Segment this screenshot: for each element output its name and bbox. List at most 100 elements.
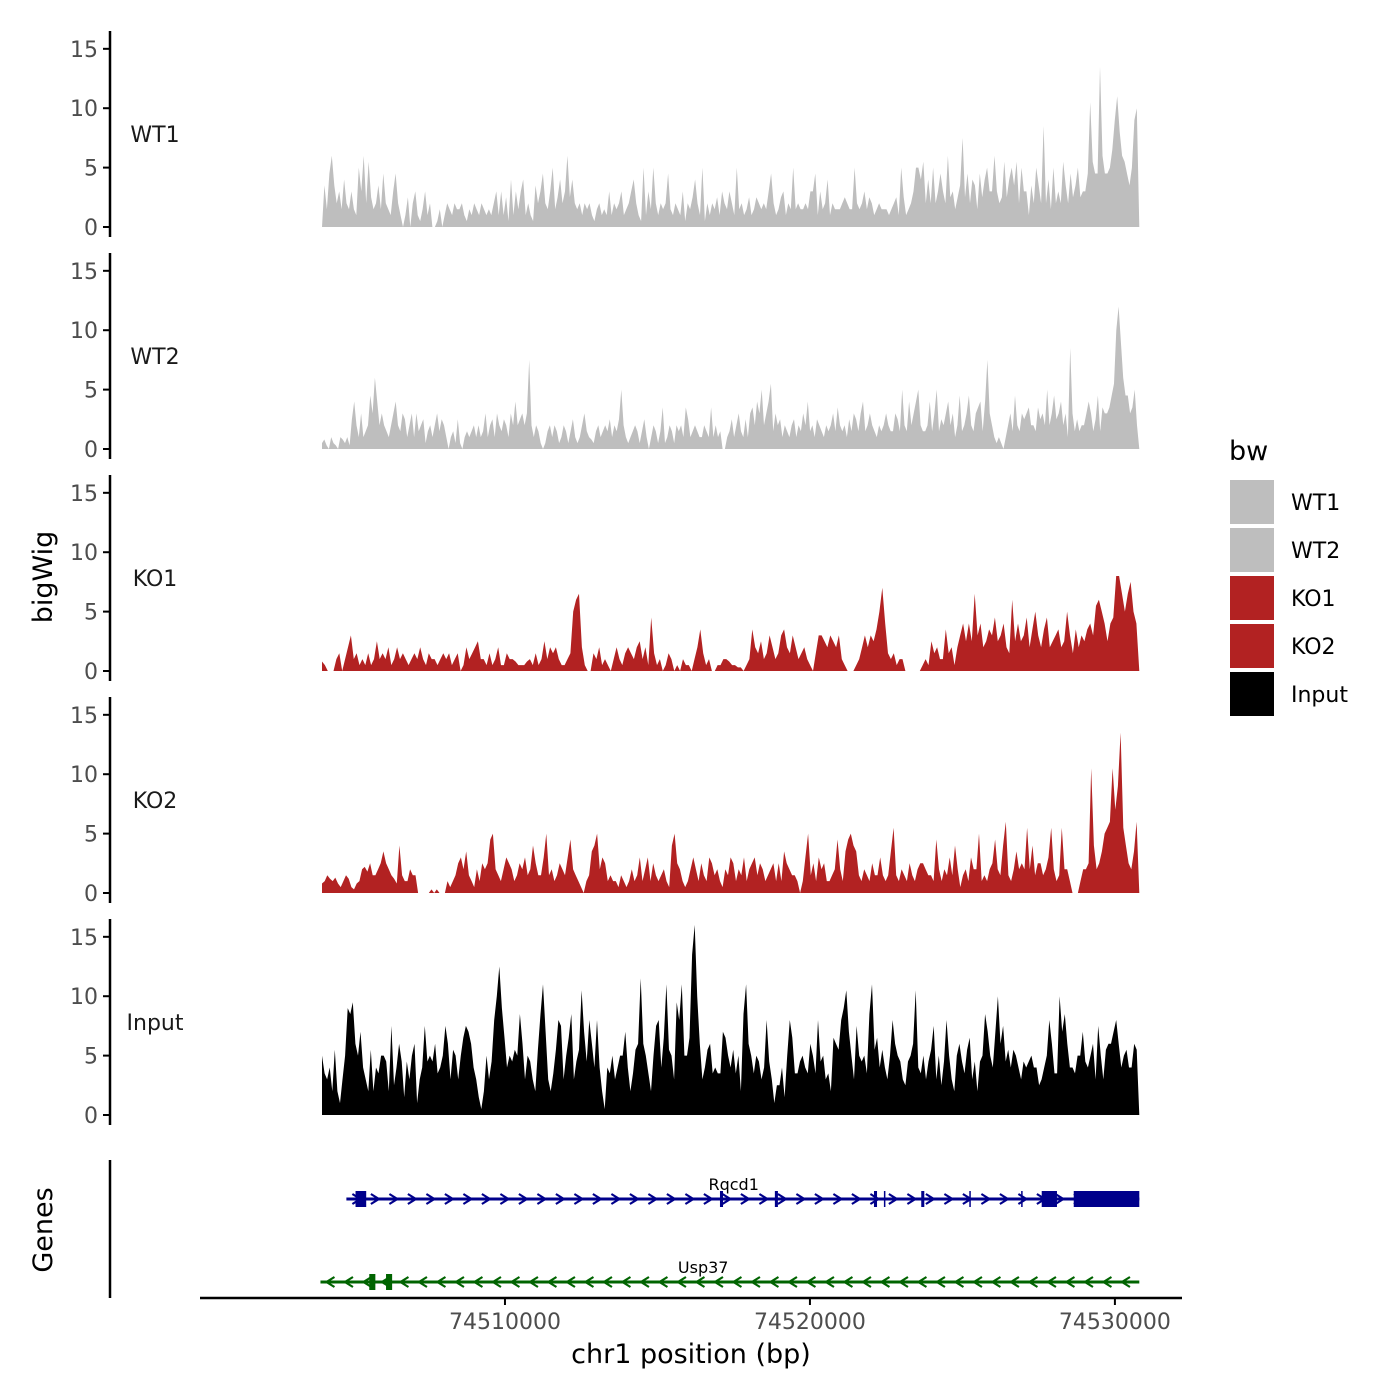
strand-chevron <box>897 1276 909 1288</box>
strand-chevron <box>795 1193 807 1205</box>
strand-chevron <box>564 1276 576 1288</box>
exon <box>719 1191 724 1207</box>
strand-chevron <box>388 1193 400 1205</box>
y-tick-label: 5 <box>84 1045 98 1070</box>
x-tick-label: 74520000 <box>754 1310 866 1335</box>
area-input <box>322 924 1140 1115</box>
y-tick-label: 5 <box>84 601 98 626</box>
strand-chevron <box>481 1193 492 1205</box>
strand-chevron <box>527 1276 539 1288</box>
area-wt1 <box>322 66 1140 227</box>
strand-chevron <box>777 1193 788 1205</box>
exon <box>355 1191 367 1207</box>
strand-chevron <box>462 1193 474 1205</box>
track-label-ko1: KO1 <box>133 567 178 592</box>
strand-chevron <box>860 1276 872 1288</box>
track-label-wt1: WT1 <box>130 123 179 148</box>
strand-chevron <box>731 1276 743 1288</box>
y-axis-title: bigWig <box>28 531 59 624</box>
strand-chevron <box>990 1276 1002 1288</box>
y-tick-label: 10 <box>70 97 98 122</box>
strand-chevron <box>869 1193 881 1205</box>
strand-chevron <box>749 1276 761 1288</box>
exon <box>369 1274 376 1290</box>
strand-chevron <box>712 1276 724 1288</box>
strand-chevron <box>805 1276 817 1288</box>
strand-chevron <box>980 1193 992 1205</box>
area-wt2 <box>322 306 1140 449</box>
y-tick-label: 10 <box>70 541 98 566</box>
genes-axis-title: Genes <box>28 1187 59 1272</box>
exon <box>921 1191 925 1207</box>
strand-chevron <box>675 1276 687 1288</box>
strand-chevron <box>1027 1276 1039 1288</box>
strand-chevron <box>971 1276 983 1288</box>
strand-chevron <box>638 1276 650 1288</box>
y-tick-label: 15 <box>70 704 98 729</box>
strand-chevron <box>425 1193 437 1205</box>
strand-chevron <box>721 1193 733 1205</box>
y-tick-label: 0 <box>84 438 98 463</box>
strand-chevron <box>499 1193 511 1205</box>
panel-ko2: 0 5 10 15 KO2 <box>70 697 1140 907</box>
track-label-input: Input <box>127 1011 184 1036</box>
strand-chevron <box>620 1276 632 1288</box>
panel-wt2: 0 5 10 15 WT2 <box>70 253 1140 463</box>
strand-chevron <box>758 1193 770 1205</box>
strand-chevron <box>1045 1276 1057 1288</box>
strand-chevron <box>1119 1276 1131 1288</box>
strand-chevron <box>823 1276 835 1288</box>
strand-chevron <box>934 1276 946 1288</box>
strand-chevron <box>472 1276 484 1288</box>
legend-label-ko1: KO1 <box>1291 587 1336 612</box>
strand-chevron <box>453 1276 465 1288</box>
gene-rqcd1: Rqcd1 <box>346 1175 1140 1207</box>
legend-label-input: Input <box>1291 683 1348 708</box>
legend-key-wt2 <box>1230 528 1274 572</box>
strand-chevron <box>786 1276 798 1288</box>
strand-chevron <box>943 1193 955 1205</box>
strand-chevron <box>768 1276 780 1288</box>
strand-chevron <box>925 1193 936 1205</box>
strand-chevron <box>601 1276 613 1288</box>
strand-chevron <box>573 1193 585 1205</box>
strand-chevron <box>1064 1276 1076 1288</box>
y-tick-label: 15 <box>70 38 98 63</box>
y-tick-label: 0 <box>84 1104 98 1129</box>
strand-chevron <box>361 1276 373 1288</box>
legend-key-ko2 <box>1230 624 1274 668</box>
y-tick-label: 5 <box>84 379 98 404</box>
strand-chevron <box>694 1276 706 1288</box>
strand-chevron <box>407 1193 418 1205</box>
strand-chevron <box>435 1276 447 1288</box>
y-tick-label: 5 <box>84 823 98 848</box>
genes-panel: Rqcd1 Usp37 <box>108 1160 1140 1298</box>
strand-chevron <box>1101 1276 1113 1288</box>
legend-label-wt1: WT1 <box>1291 491 1340 516</box>
strand-chevron <box>610 1193 622 1205</box>
strand-chevron <box>490 1276 502 1288</box>
strand-chevron <box>962 1193 973 1205</box>
strand-chevron <box>398 1276 410 1288</box>
strand-chevron <box>370 1193 381 1205</box>
panel-input: 0 5 10 15 Input <box>70 919 1140 1129</box>
strand-chevron <box>342 1276 354 1288</box>
strand-chevron <box>444 1193 455 1205</box>
strand-chevron <box>555 1193 566 1205</box>
exon <box>386 1274 393 1290</box>
track-label-ko2: KO2 <box>133 789 178 814</box>
strand-chevron <box>953 1276 965 1288</box>
strand-chevron <box>851 1193 862 1205</box>
strand-chevron <box>546 1276 558 1288</box>
panel-wt1: 0 5 10 15 WT1 <box>70 31 1140 241</box>
strand-chevron <box>1054 1193 1066 1205</box>
strand-chevron <box>684 1193 696 1205</box>
x-axis-title: chr1 position (bp) <box>571 1339 811 1370</box>
strand-chevron <box>536 1193 548 1205</box>
gene-label: Usp37 <box>678 1258 729 1277</box>
y-tick-label: 15 <box>70 482 98 507</box>
track-label-wt2: WT2 <box>130 345 179 370</box>
y-tick-label: 5 <box>84 157 98 182</box>
strand-chevron <box>703 1193 714 1205</box>
